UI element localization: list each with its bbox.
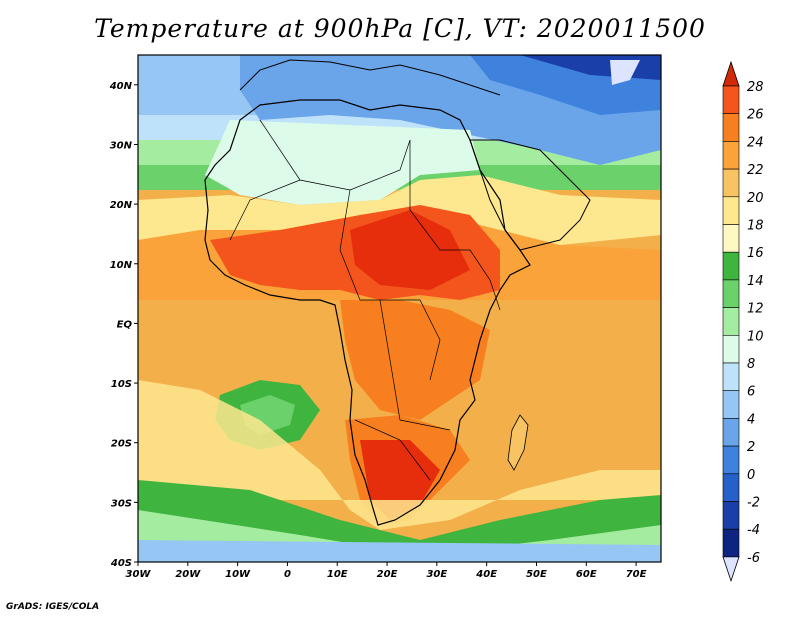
colorbar-label: 8 [747,357,755,372]
lat-tick-label: EQ [117,319,133,330]
lon-tick-label: 70E [626,569,647,580]
colorbar-segment [722,141,740,170]
lat-tick-label: 20S [111,439,132,450]
lat-tick-label: 30N [110,140,133,151]
colorbar-label: 26 [747,108,764,123]
colorbar-segment [722,224,740,253]
colorbar-label: -6 [747,551,760,566]
colorbar-label: 0 [747,468,755,483]
lat-tick-label: 10S [111,379,132,390]
colorbar-segment [722,113,740,142]
map-frame [137,54,662,563]
lon-tick-label: 0 [284,569,291,580]
map-panel [138,55,661,562]
colorbar-segment [722,445,740,475]
europe-coastline [239,59,501,96]
colorbar-top-arrow [722,60,740,87]
colorbar-label: -2 [747,496,760,511]
colorbar-label: 10 [747,329,764,344]
colorbar-segment [722,390,740,419]
lon-tick-label: 20W [175,569,201,580]
lon-tick-label: 10E [327,569,348,580]
colorbar-segment [722,168,740,198]
lon-tick-label: 30W [126,569,152,580]
lat-tick-label: 20N [110,200,133,211]
lat-tick-label: 40N [109,81,133,92]
colorbar-segment [722,251,740,281]
lon-tick-label: 60E [576,569,597,580]
colorbar-segment [722,85,740,115]
map-title: Temperature at 900hPa [C], VT: 202001150… [94,14,706,43]
colorbar-label: 28 [747,80,764,95]
colorbar-segment [722,279,740,308]
colorbar-label: 24 [747,135,764,150]
colorbar-segment [722,418,740,447]
colorbar-segment [722,334,740,364]
colorbar-label: 6 [747,385,755,400]
africa-coastline [204,99,531,526]
arabia-coastline [469,139,591,251]
colorbar-label: 2 [747,440,755,455]
lon-tick-label: 20E [377,569,398,580]
colorbar-bottom-arrow [722,556,740,583]
colorbar-label: 18 [747,219,764,234]
lon-tick-label: 10W [225,569,251,580]
colorbar-label: 14 [747,274,764,289]
lon-tick-label: 40E [475,569,497,580]
colorbar-segment [722,501,740,530]
longitude-axis: 30W 20W 10W 0 10E 20E 30E 40E 50E 60E 70E [126,562,647,580]
lat-tick-label: 30S [111,498,132,509]
colorbar-segment [722,362,740,392]
lon-tick-label: 50E [526,569,547,580]
latitude-axis: 40N 30N 20N 10N EQ 10S 20S 30S 40S [109,81,138,569]
colorbar-segment [722,307,740,336]
colorbar-label: 20 [747,191,764,206]
colorbar-label: 16 [747,246,764,261]
colorbar-segment [722,473,740,502]
colorbar-segment [722,196,740,225]
colorbar-segment [722,528,740,558]
colorbar-label: 4 [747,412,755,427]
colorbar-label: 12 [747,302,764,317]
lat-tick-label: 10N [110,260,133,271]
colorbar-label: 22 [747,163,764,178]
grads-credit: GrADS: IGES/COLA [6,602,100,612]
colorbar-label: -4 [747,523,760,538]
lon-tick-label: 30E [426,569,447,580]
lat-tick-label: 40S [110,558,132,569]
